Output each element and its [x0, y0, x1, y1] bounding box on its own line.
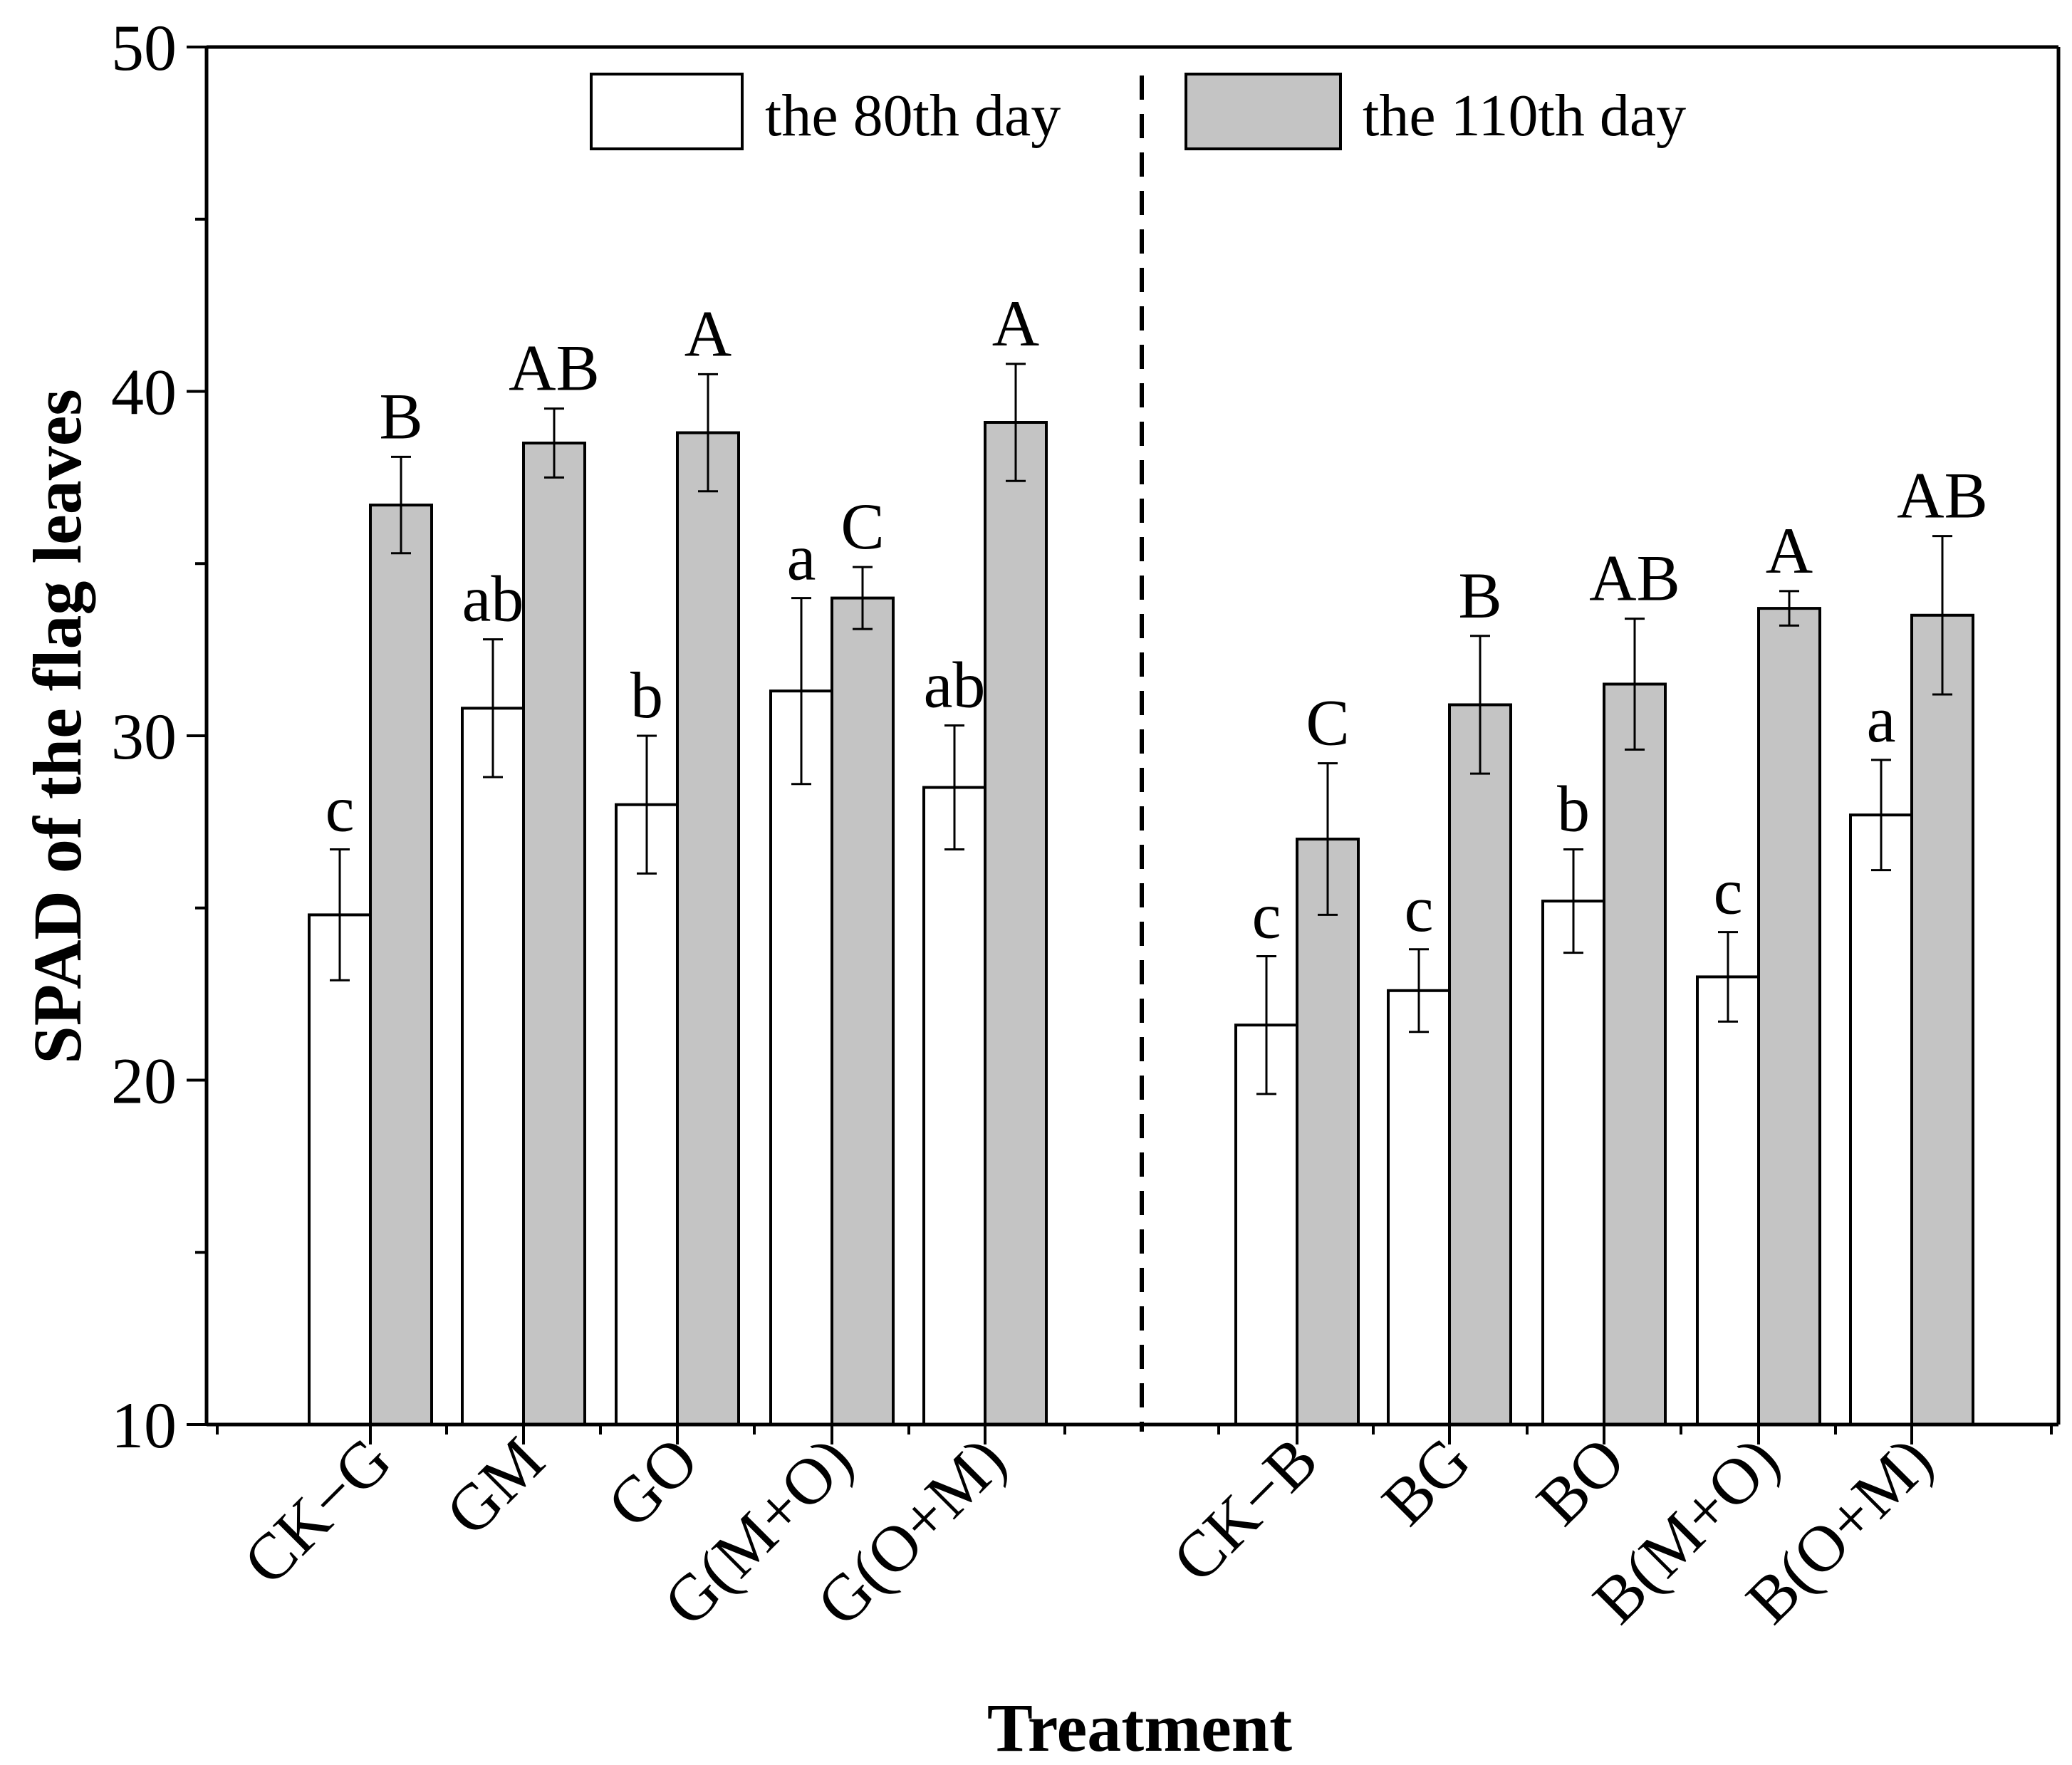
category-label-6: CK−B	[1159, 1423, 1332, 1596]
y-tick-label-30: 30	[111, 700, 177, 773]
bar-80th-day-7	[1387, 989, 1451, 1427]
x-axis-title: Treatment	[987, 1689, 1292, 1765]
ticks-layer: 10 20 30 40 50	[111, 11, 2053, 1462]
category-label-2: GM	[432, 1423, 558, 1549]
bar-80th-day-2	[461, 707, 525, 1426]
sig-label-110th-day-9: A	[1766, 514, 1813, 587]
error-bar-110th-day-5	[1006, 363, 1026, 482]
bar-110th-day-10	[1910, 613, 1974, 1426]
error-bar-80th-day-1	[330, 848, 350, 982]
error-bar-110th-day-6	[1318, 762, 1338, 916]
bar-110th-day-5	[984, 421, 1048, 1426]
sig-label-80th-day-4: a	[787, 521, 816, 594]
error-bar-110th-day-8	[1625, 618, 1645, 751]
sig-label-110th-day-1: B	[379, 380, 422, 452]
bar-80th-day-4	[769, 689, 833, 1426]
significance-labels-layer: c ab b a ab c c b c a B AB A C A C B AB A AB	[326, 287, 1988, 952]
category-label-8: BO	[1523, 1423, 1639, 1539]
sig-label-110th-day-10: AB	[1897, 459, 1988, 532]
error-bars-layer	[330, 363, 1952, 1095]
sig-label-110th-day-5: A	[992, 287, 1039, 360]
error-bar-80th-day-7	[1409, 948, 1429, 1034]
error-bar-80th-day-10	[1871, 759, 1891, 872]
sig-label-110th-day-6: C	[1306, 687, 1349, 759]
y-tick-label-20: 20	[111, 1045, 177, 1118]
bar-110th-day-7	[1448, 703, 1512, 1426]
sig-label-110th-day-7: B	[1458, 559, 1501, 632]
error-bar-110th-day-10	[1932, 535, 1952, 696]
error-bar-80th-day-4	[791, 597, 811, 786]
bar-80th-day-10	[1849, 813, 1913, 1426]
bar-80th-day-3	[615, 803, 679, 1426]
bar-110th-day-6	[1296, 838, 1360, 1427]
sig-label-80th-day-3: b	[630, 659, 663, 731]
error-bar-80th-day-3	[637, 734, 657, 875]
error-bar-80th-day-2	[483, 638, 503, 779]
bar-110th-day-2	[522, 442, 586, 1426]
sig-label-80th-day-6: c	[1252, 879, 1281, 952]
bar-80th-day-5	[922, 786, 986, 1426]
bar-110th-day-8	[1603, 682, 1667, 1426]
error-bar-110th-day-9	[1779, 590, 1799, 627]
sig-label-80th-day-2: ab	[462, 563, 524, 635]
sig-label-110th-day-3: A	[684, 297, 732, 370]
sig-label-80th-day-10: a	[1867, 683, 1896, 756]
bar-80th-day-1	[308, 913, 372, 1427]
legend: the 80th day the 110th day	[590, 73, 1686, 150]
bar-110th-day-1	[369, 504, 433, 1426]
sig-label-80th-day-7: c	[1405, 873, 1434, 945]
error-bar-80th-day-9	[1718, 931, 1738, 1023]
error-bar-110th-day-7	[1470, 635, 1490, 775]
error-bar-110th-day-4	[853, 566, 873, 630]
y-tick-label-40: 40	[111, 356, 177, 429]
error-bar-80th-day-5	[944, 724, 964, 851]
bar-110th-day-3	[676, 431, 740, 1426]
sig-label-110th-day-4: C	[840, 490, 884, 563]
error-bar-80th-day-6	[1256, 954, 1276, 1095]
sig-label-80th-day-5: ab	[924, 648, 986, 721]
error-bar-110th-day-2	[544, 407, 564, 479]
category-labels-layer: CK−G GM GOG(M+O)G(O+M) CK−B BG BOB(M+O)B(O+M)	[229, 1423, 1946, 1640]
bar-80th-day-8	[1541, 900, 1605, 1426]
legend-label-110th-day: the 110th day	[1363, 83, 1686, 149]
sig-label-80th-day-9: c	[1714, 855, 1743, 928]
category-label-3: GO	[593, 1423, 712, 1541]
y-tick-label-10: 10	[111, 1389, 177, 1462]
sig-label-80th-day-1: c	[326, 773, 355, 845]
bar-110th-day-4	[831, 596, 895, 1426]
legend-swatch-110th-day	[1185, 73, 1342, 150]
category-label-1: CK−G	[229, 1423, 405, 1598]
category-label-7: BG	[1368, 1423, 1484, 1539]
sig-label-80th-day-8: b	[1557, 773, 1590, 845]
error-bar-110th-day-3	[698, 373, 718, 493]
legend-swatch-80th-day	[590, 73, 744, 150]
y-axis-title: SPAD of the flag leaves	[19, 389, 95, 1063]
error-bar-110th-day-1	[391, 455, 411, 555]
bar-80th-day-9	[1696, 975, 1760, 1426]
sig-label-110th-day-2: AB	[509, 332, 600, 405]
error-bar-80th-day-8	[1563, 848, 1583, 954]
bar-110th-day-9	[1757, 607, 1821, 1426]
legend-label-80th-day: the 80th day	[765, 83, 1061, 149]
y-tick-label-50: 50	[111, 11, 177, 84]
sig-label-110th-day-8: AB	[1589, 542, 1680, 615]
